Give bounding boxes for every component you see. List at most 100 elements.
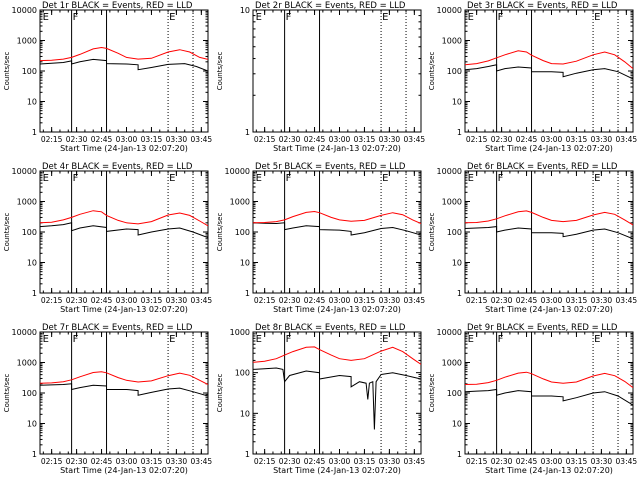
series-group: [253, 210, 421, 236]
plot-frame: [464, 9, 634, 133]
marker-annotation: E: [43, 12, 49, 23]
x-tick-label: 02:30: [66, 135, 88, 144]
y-axis-label: Counts/sec: [3, 374, 11, 413]
y-tick-label: 100: [22, 389, 37, 398]
y-axis-label: Counts/sec: [3, 52, 11, 91]
marker-annotation: E: [43, 334, 49, 345]
panel-5: Det 5r BLACK = Events, RED = LLD 1 10 100 10…: [216, 162, 425, 314]
panel-title: Det 3r BLACK = Events, RED = LLD: [467, 1, 618, 11]
x-axis-label: Start Time (24-Jan-13 02:07:20): [60, 466, 188, 475]
x-tick-label: 03:15: [141, 457, 163, 466]
y-tick-label: 100: [22, 67, 37, 76]
plot-frame: [252, 170, 422, 294]
y-tick-label: 10: [240, 259, 250, 268]
series-line-lld: [40, 371, 208, 385]
y-tick-label: 1000: [442, 198, 462, 207]
x-tick-label: 03:30: [591, 457, 613, 466]
series-line-events: [465, 388, 633, 406]
x-tick-label: 02:15: [254, 296, 276, 305]
series-line-lld: [40, 46, 208, 62]
marker-annotation: E: [382, 12, 388, 23]
series-line-events: [40, 222, 208, 239]
series-group: [40, 210, 208, 239]
y-axis-label: Counts/sec: [428, 213, 436, 252]
x-tick-label: 03:45: [404, 457, 426, 466]
x-tick-label: 03:30: [379, 457, 401, 466]
y-tick-label: 1000: [442, 359, 462, 368]
x-tick-label: 03:30: [166, 296, 188, 305]
x-tick-label: 03:45: [191, 135, 213, 144]
y-axis-label: Counts/sec: [216, 374, 224, 413]
panel-title: Det 1r BLACK = Events, RED = LLD: [42, 1, 193, 11]
series-line-events: [40, 383, 208, 397]
y-tick-label: 10: [240, 409, 250, 418]
plot-frame: [39, 9, 209, 133]
x-axis-label: Start Time (24-Jan-13 02:07:20): [485, 305, 613, 314]
series-line-events: [253, 367, 421, 430]
marker-annotation: E: [256, 173, 262, 184]
x-tick-label: 02:30: [491, 457, 513, 466]
y-tick-label: 100: [22, 228, 37, 237]
marker-annotation: E: [594, 12, 600, 23]
y-tick-label: 10: [27, 98, 37, 107]
panel-2: Det 2r BLACK = Events, RED = LLD 1 10 02:15…: [216, 1, 425, 153]
x-tick-label: 02:15: [41, 296, 63, 305]
series-line-lld: [40, 210, 208, 227]
x-tick-label: 03:30: [379, 296, 401, 305]
x-tick-label: 03:45: [616, 457, 638, 466]
x-tick-label: 03:45: [616, 135, 638, 144]
marker-annotation: E: [43, 173, 49, 184]
series-line-events: [40, 58, 208, 72]
x-tick-label: 02:45: [91, 457, 113, 466]
x-tick-label: 02:30: [491, 296, 513, 305]
marker-annotation: E: [382, 334, 388, 345]
y-tick-label: 1000: [230, 328, 250, 337]
x-axis-label: Start Time (24-Jan-13 02:07:20): [60, 144, 188, 153]
x-tick-label: 03:45: [616, 296, 638, 305]
y-tick-label: 1000: [17, 37, 37, 46]
x-tick-label: 03:00: [116, 457, 138, 466]
y-tick-label: 10000: [12, 167, 37, 176]
y-tick-label: 100: [235, 228, 250, 237]
series-group: [253, 346, 421, 430]
panel-title: Det 9r BLACK = Events, RED = LLD: [467, 323, 618, 333]
plot-frame: [39, 331, 209, 455]
marker-annotation: F: [73, 12, 79, 23]
marker-annotation: E: [468, 173, 474, 184]
x-axis-label: Start Time (24-Jan-13 02:07:20): [60, 305, 188, 314]
panel-9: Det 9r BLACK = Events, RED = LLD 1 10 100 10…: [428, 323, 637, 475]
x-tick-label: 03:30: [166, 135, 188, 144]
series-line-lld: [465, 50, 633, 69]
x-tick-label: 03:30: [166, 457, 188, 466]
x-tick-label: 03:15: [141, 135, 163, 144]
marker-annotation: E: [594, 334, 600, 345]
y-axis-label: Counts/sec: [216, 52, 224, 91]
marker-annotation: E: [468, 12, 474, 23]
y-tick-label: 10000: [225, 167, 250, 176]
x-axis-label: Start Time (24-Jan-13 02:07:20): [485, 466, 613, 475]
y-tick-label: 10000: [437, 6, 462, 15]
y-tick-label: 1: [457, 128, 462, 137]
marker-annotation: E: [468, 334, 474, 345]
x-tick-label: 03:15: [566, 135, 588, 144]
x-tick-label: 02:30: [66, 457, 88, 466]
x-tick-label: 02:15: [41, 135, 63, 144]
y-axis-label: Counts/sec: [3, 213, 11, 252]
plot-frame: [252, 331, 422, 455]
x-tick-label: 03:45: [191, 296, 213, 305]
x-tick-label: 03:00: [541, 296, 563, 305]
series-group: [465, 371, 633, 406]
series-group: [40, 371, 208, 397]
series-line-lld: [253, 210, 421, 224]
x-tick-label: 03:30: [591, 296, 613, 305]
x-tick-label: 03:00: [329, 457, 351, 466]
x-tick-label: 02:30: [279, 296, 301, 305]
y-tick-label: 1: [457, 450, 462, 459]
series-line-events: [465, 226, 633, 240]
x-tick-label: 02:45: [304, 135, 326, 144]
y-tick-label: 1: [245, 128, 250, 137]
y-axis-label: Counts/sec: [428, 374, 436, 413]
x-tick-label: 03:15: [141, 296, 163, 305]
panel-title: Det 2r BLACK = Events, RED = LLD: [255, 1, 406, 11]
marker-annotation: F: [286, 173, 292, 184]
